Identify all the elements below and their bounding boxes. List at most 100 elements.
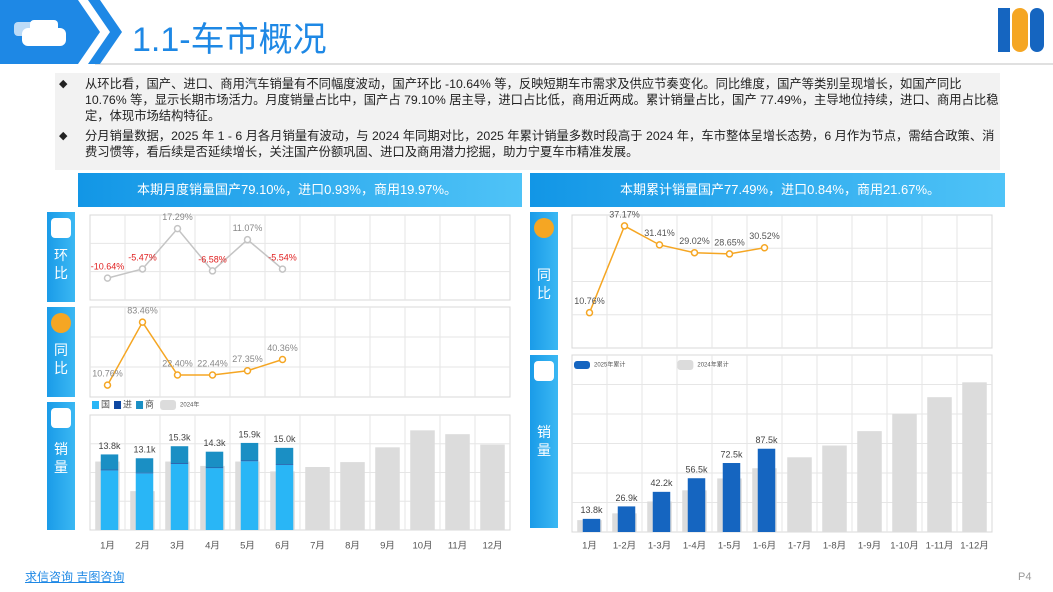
bar (757, 448, 776, 532)
point (103, 274, 112, 282)
total-label: 14.3k (203, 438, 226, 448)
comparison-bar (375, 447, 400, 530)
tab-icon (51, 408, 71, 428)
line (588, 224, 765, 313)
x-tick-label: 1月 (582, 541, 597, 552)
data-label: 11.07% (233, 223, 263, 233)
bar (135, 458, 154, 473)
banner-text: 本期月度销量国产79.10%，进口0.93%，商用19.97%。 (137, 182, 458, 197)
x-tick-label: 9月 (380, 541, 395, 552)
left-banner: 本期月度销量国产79.10%，进口0.93%，商用19.97%。 (78, 173, 522, 207)
point (208, 371, 217, 379)
bullet: 从环比看，国产、进口、商用汽车销量有不同幅度波动，国产环比 -10.64% 等，… (55, 76, 1000, 124)
comparison-bar (857, 431, 882, 532)
footer-source: 求信咨询 吉图咨询 (25, 570, 125, 584)
x-tick-label: 1月 (100, 541, 115, 552)
point (760, 244, 769, 252)
x-tick-label: 1-12月 (960, 541, 989, 552)
data-label: 40.36% (267, 343, 298, 353)
bar (135, 473, 154, 530)
legend-swatch (114, 401, 122, 409)
comparison-bar (480, 444, 505, 530)
data-label: -5.54% (268, 252, 297, 262)
bar (100, 470, 119, 530)
comparison-bar (822, 445, 847, 532)
data-label: 37.17% (609, 209, 640, 219)
data-label: -5.47% (128, 252, 157, 262)
bar (170, 446, 189, 464)
bar (170, 463, 189, 464)
tab-icon (51, 313, 71, 333)
comparison-bar (927, 397, 952, 532)
data-label: 10.76% (574, 296, 605, 306)
data-label: 17.29% (162, 212, 193, 222)
page-title: 1.1-车市概况 (132, 21, 327, 59)
legend-swatch (136, 401, 144, 409)
data-label: 29.02% (679, 236, 710, 246)
x-tick-label: 1-3月 (648, 541, 671, 552)
comparison-bar (410, 430, 435, 530)
bar (240, 442, 259, 461)
x-tick-label: 1-11月 (926, 541, 954, 552)
x-tick-label: 11月 (448, 541, 467, 552)
point (690, 248, 699, 257)
data-label: 27.35% (232, 354, 263, 364)
x-tick-label: 1-2月 (613, 541, 636, 552)
tab: 环比 (47, 212, 75, 302)
point (278, 355, 287, 364)
data-label: 30.52% (749, 231, 780, 241)
tab-label: 销量 (537, 424, 551, 458)
bar (240, 460, 259, 462)
tab-label: 同比 (537, 267, 551, 301)
line (107, 227, 283, 279)
point (243, 235, 252, 244)
bar (275, 447, 294, 465)
x-tick-label: 1-6月 (753, 541, 776, 552)
total-label: 15.3k (168, 433, 191, 443)
comparison-bar (305, 467, 330, 530)
tab-icon (51, 218, 71, 238)
data-label: 26.9k (615, 493, 638, 503)
x-tick-label: 2月 (135, 541, 150, 552)
legend-swatch (677, 360, 694, 370)
bar (205, 451, 224, 468)
logo (998, 8, 1010, 52)
bar (722, 463, 741, 532)
total-label: 15.0k (273, 434, 296, 444)
data-label: 56.5k (685, 465, 708, 475)
data-label: -6.58% (198, 254, 227, 264)
page-number: P4 (1018, 571, 1032, 583)
data-label: 10.76% (92, 368, 123, 378)
bullet: 分月销量数据，2025 年 1 - 6 月各月销量有波动，与 2024 年同期对… (55, 128, 1000, 160)
point (138, 318, 147, 326)
legend-label: 国 (101, 399, 110, 409)
bar (275, 464, 294, 466)
x-tick-label: 10月 (412, 541, 432, 552)
bar (687, 478, 706, 532)
bar (275, 465, 294, 530)
line (106, 320, 283, 386)
point (138, 265, 147, 273)
point (725, 250, 734, 258)
tab-label: 同比 (54, 342, 68, 376)
tab: 销量 (530, 355, 558, 528)
data-label: 13.8k (580, 505, 603, 515)
x-tick-label: 3月 (170, 541, 185, 552)
bar (100, 469, 119, 471)
charts: -10.64%-5.47% 17.29% -6.58% 11.07% -5.54% 10.… (89, 209, 993, 552)
x-tick-label: 8月 (345, 541, 360, 552)
tab-label: 销量 (54, 441, 68, 475)
point (243, 366, 252, 375)
logo (1030, 8, 1044, 52)
point (103, 381, 112, 389)
point (620, 222, 629, 230)
bar (135, 472, 154, 474)
x-tick-label: 1-4月 (683, 541, 706, 552)
x-tick-label: 1-9月 (858, 541, 881, 552)
legend-label: 商 (145, 398, 154, 409)
x-tick-label: 7月 (310, 541, 325, 552)
legend-label: 进 (123, 399, 132, 409)
comparison-bar (962, 382, 987, 532)
legend-swatch (574, 361, 590, 369)
